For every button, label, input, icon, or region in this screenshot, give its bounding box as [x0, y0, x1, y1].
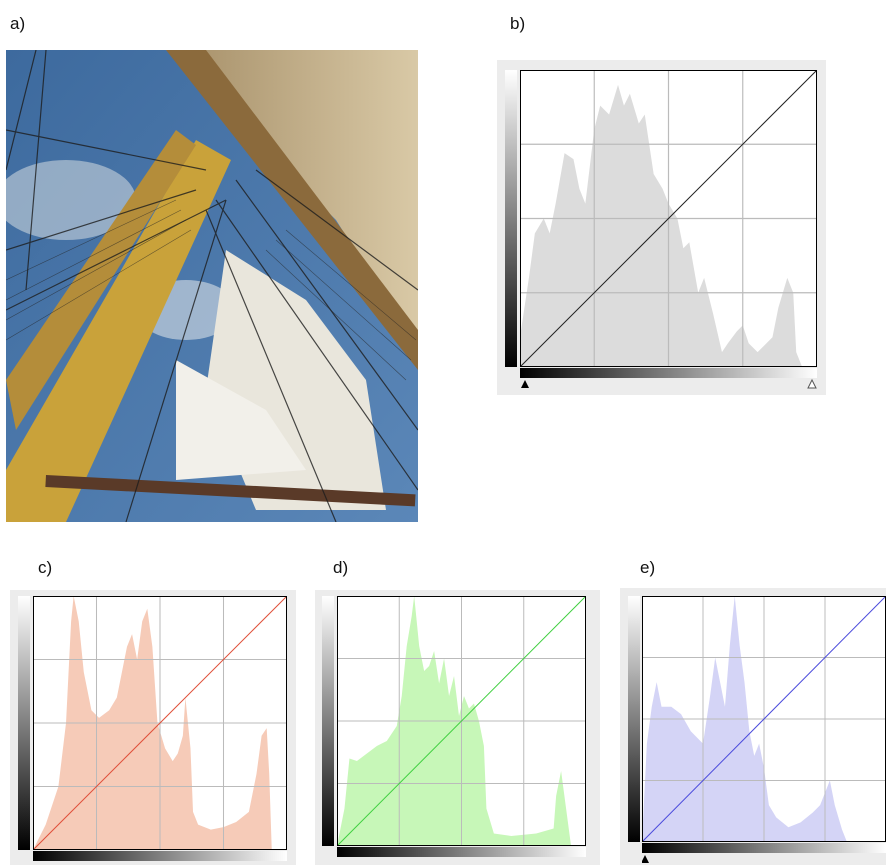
vertical-gradient [18, 596, 30, 850]
histogram-plot [337, 596, 586, 846]
vertical-gradient [628, 596, 640, 842]
histogram-plot [642, 596, 886, 842]
panel-label: d) [333, 558, 348, 578]
panel-label: b) [510, 14, 525, 34]
horizontal-gradient [642, 843, 886, 865]
panel-label: e) [640, 558, 655, 578]
histogram-plot [520, 70, 817, 367]
vertical-gradient [322, 596, 334, 846]
horizontal-gradient [520, 368, 817, 392]
vertical-gradient [505, 70, 517, 367]
horizontal-gradient [337, 847, 586, 865]
figure: {"labels": ["a)", "b)", "c)", "d)", "e)"… [0, 0, 886, 865]
panel-label: a) [10, 14, 25, 34]
panel-label: c) [38, 558, 52, 578]
horizontal-gradient [33, 851, 287, 865]
histogram-plot [33, 596, 287, 850]
photo [6, 50, 418, 522]
